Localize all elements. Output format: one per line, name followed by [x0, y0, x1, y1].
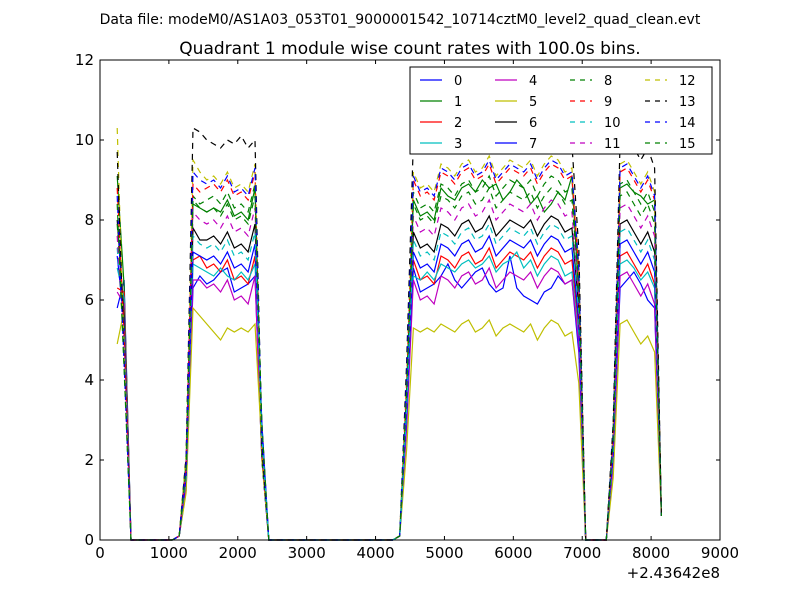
axis-ticks: 0 1000 2000 3000 4000 5000 6000 7000 8000 9000 0 2 4…: [75, 51, 739, 562]
legend-label-9: 9: [604, 95, 612, 110]
x-tick-label: 9000: [701, 544, 739, 562]
plot-lines: [116, 126, 662, 541]
y-tick-label: 12: [75, 51, 94, 69]
x-tick-label: 8000: [632, 544, 670, 562]
y-tick-label: 0: [84, 531, 94, 549]
legend-box: [409, 66, 713, 155]
x-tick-label: 1000: [150, 544, 188, 562]
x-tick-label: 3000: [288, 544, 326, 562]
y-tick-label: 10: [75, 131, 94, 149]
legend-label-3: 3: [454, 137, 462, 152]
legend-label-13: 13: [679, 95, 696, 110]
datafile-label: Data file: modeM0/AS1A03_053T01_90000015…: [100, 12, 701, 28]
y-tick-label: 4: [84, 371, 94, 389]
y-tick-label: 8: [84, 211, 94, 229]
legend-label-14: 14: [679, 116, 696, 131]
legend-label-8: 8: [604, 74, 612, 89]
legend-label-0: 0: [454, 74, 462, 89]
legend-label-5: 5: [529, 95, 537, 110]
x-tick-label: 7000: [563, 544, 601, 562]
legend-label-2: 2: [454, 116, 462, 131]
legend-label-4: 4: [529, 74, 537, 89]
x-tick-label: 6000: [494, 544, 532, 562]
legend-label-10: 10: [604, 116, 621, 131]
x-tick-label: 4000: [356, 544, 394, 562]
x-tick-label: 0: [95, 544, 105, 562]
chart-title: Quadrant 1 module wise count rates with …: [179, 39, 640, 59]
legend-label-1: 1: [454, 95, 462, 110]
y-tick-label: 6: [84, 291, 94, 309]
x-offset-label: +2.43642e8: [627, 564, 720, 582]
x-tick-label: 5000: [425, 544, 463, 562]
legend-label-12: 12: [679, 74, 696, 89]
series-line-10: [116, 222, 662, 541]
legend-label-11: 11: [604, 137, 621, 152]
legend-label-6: 6: [529, 116, 537, 131]
legend-label-7: 7: [529, 137, 537, 152]
legend-label-15: 15: [679, 137, 696, 152]
x-tick-label: 2000: [219, 544, 257, 562]
y-tick-label: 2: [84, 451, 94, 469]
